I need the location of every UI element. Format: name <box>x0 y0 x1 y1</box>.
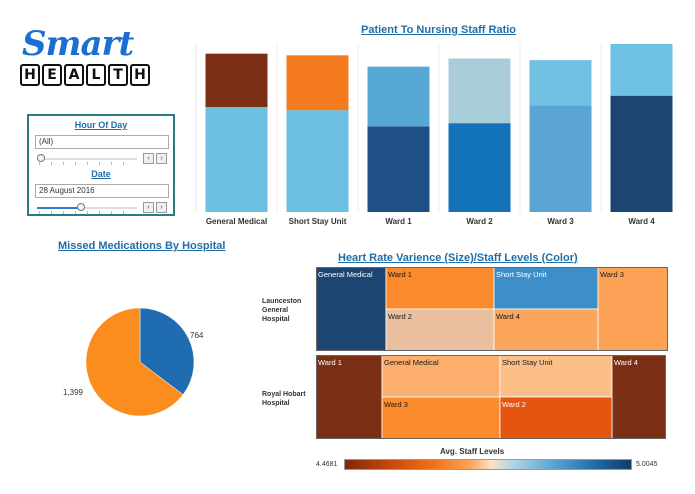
ratio-chart-title: Patient To Nursing Staff Ratio <box>361 24 517 36</box>
logo-letter: E <box>42 64 62 86</box>
pie-data-label: 764 <box>190 331 204 340</box>
hospital-label-launceston: Launceston General Hospital <box>262 298 302 323</box>
heart-rate-treemap: General Medical Ward 1 Short Stay Unit Ward… <box>316 267 668 440</box>
treemap-cell-label: Ward 2 <box>502 400 526 409</box>
bar-segment-bottom[interactable] <box>529 105 592 212</box>
bar-segment-bottom[interactable] <box>448 123 511 212</box>
hour-of-day-title: Hour Of Day <box>74 120 128 130</box>
logo-letter: H <box>20 64 40 86</box>
bar-segment-top[interactable] <box>205 53 268 107</box>
treemap-cell-label: Ward 2 <box>388 312 412 321</box>
date-title: Date <box>91 169 111 179</box>
bar-segment-top[interactable] <box>610 44 673 96</box>
filter-panel: Hour Of Day (All) ‹ › Date 28 August 201… <box>27 114 175 216</box>
treemap-group-border <box>316 267 668 351</box>
treemap-cell-label: Ward 3 <box>384 400 408 409</box>
missed-medications-title: Missed Medications By Hospital <box>58 240 226 252</box>
treemap-cell-label: General Medical <box>384 358 439 367</box>
treemap-cell-label: General Medical <box>318 270 373 279</box>
pie-data-label: 1,399 <box>63 388 84 397</box>
treemap-cell-label: Ward 4 <box>614 358 638 367</box>
bar-segment-top[interactable] <box>367 66 430 127</box>
bar-segment-bottom[interactable] <box>610 95 673 212</box>
treemap-cell[interactable] <box>316 354 383 440</box>
treemap-cell[interactable] <box>381 354 501 398</box>
treemap-cell[interactable] <box>611 354 667 440</box>
treemap-cell[interactable] <box>493 308 599 352</box>
missed-medications-pie-chart: 764 1,399 <box>63 307 204 417</box>
x-tick-label: Ward 2 <box>466 217 493 226</box>
x-tick-label: Ward 4 <box>628 217 655 226</box>
logo-letter: H <box>130 64 150 86</box>
treemap-cell-label: Ward 1 <box>388 270 412 279</box>
date-slider-ticks <box>39 211 135 214</box>
heart-rate-title: Heart Rate Varience (Size)/Staff Levels … <box>338 252 578 264</box>
chevron-right-icon: › <box>160 204 163 211</box>
hour-of-day-slider-row: ‹ › <box>35 152 167 166</box>
x-tick-label: Short Stay Unit <box>289 217 347 226</box>
chevron-left-icon: ‹ <box>147 155 150 162</box>
date-slider-track[interactable] <box>37 207 137 209</box>
bar-segment-bottom[interactable] <box>286 110 349 212</box>
hour-of-day-prev-button[interactable]: ‹ <box>143 153 154 164</box>
date-prev-button[interactable]: ‹ <box>143 202 154 213</box>
x-tick-label: General Medical <box>206 217 267 226</box>
pie-slice[interactable] <box>85 307 184 417</box>
date-slider-row: ‹ › <box>35 201 167 215</box>
legend-max-value: 5.0045 <box>636 461 658 468</box>
bar-segment-bottom[interactable] <box>205 107 268 212</box>
logo-letter: A <box>64 64 84 86</box>
treemap-cell[interactable] <box>381 396 501 440</box>
date-slider-thumb[interactable] <box>77 203 86 211</box>
bar-segment-top[interactable] <box>286 55 349 111</box>
hour-of-day-select[interactable]: (All) <box>35 135 169 149</box>
treemap-cell[interactable] <box>316 267 387 352</box>
treemap-cell[interactable] <box>499 396 613 440</box>
x-tick-label: Ward 1 <box>385 217 412 226</box>
hour-of-day-slider-ticks <box>39 162 135 165</box>
logo-letter: T <box>108 64 128 86</box>
treemap-cell[interactable] <box>385 267 495 310</box>
chevron-left-icon: ‹ <box>147 204 150 211</box>
chevron-right-icon: › <box>160 155 163 162</box>
treemap-cell-label: Ward 4 <box>496 312 520 321</box>
logo-letter: L <box>86 64 106 86</box>
logo-health-letters: H E A L T H <box>20 64 150 86</box>
treemap-cell-label: Ward 3 <box>600 270 624 279</box>
hour-of-day-slider-thumb[interactable] <box>37 154 45 162</box>
hour-of-day-slider-track[interactable] <box>37 158 137 160</box>
legend-title: Avg. Staff Levels <box>440 447 505 456</box>
legend-min-value: 4.4681 <box>316 461 338 468</box>
ratio-bar-chart: General Medical Short Stay Unit Ward 1 Ward… <box>195 44 673 226</box>
x-tick-label: Ward 3 <box>547 217 574 226</box>
bar-segment-top[interactable] <box>529 60 592 106</box>
treemap-group-border <box>316 355 666 439</box>
treemap-cell-label: Short Stay Unit <box>502 358 553 367</box>
staff-levels-color-legend <box>344 459 632 470</box>
treemap-cell-label: Short Stay Unit <box>496 270 547 279</box>
date-select[interactable]: 28 August 2016 <box>35 184 169 198</box>
bar-segment-top[interactable] <box>448 58 511 124</box>
treemap-cell-label: Ward 1 <box>318 358 342 367</box>
logo-smart-text: Smart <box>22 24 134 64</box>
pie-slice[interactable] <box>139 307 195 395</box>
hospital-label-royal-hobart: Royal Hobart Hospital <box>262 391 306 407</box>
date-next-button[interactable]: › <box>156 202 167 213</box>
treemap-cell[interactable] <box>597 267 668 352</box>
hour-of-day-next-button[interactable]: › <box>156 153 167 164</box>
smart-health-logo: Smart H E A L T H <box>20 26 160 90</box>
treemap-cell[interactable] <box>499 354 613 398</box>
bar-segment-bottom[interactable] <box>367 126 430 212</box>
